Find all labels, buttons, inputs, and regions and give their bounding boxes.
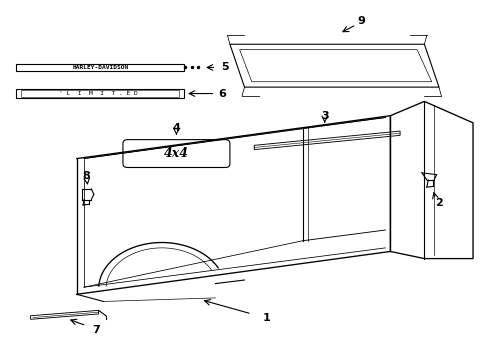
Text: ' L  I  M  I  T . E D: ' L I M I T . E D bbox=[59, 91, 138, 96]
Text: 6: 6 bbox=[218, 89, 226, 99]
Text: 1: 1 bbox=[262, 312, 270, 323]
Text: 4: 4 bbox=[172, 123, 180, 133]
Text: HARLEY-DAVIDSON: HARLEY-DAVIDSON bbox=[73, 65, 129, 70]
Text: 9: 9 bbox=[357, 16, 365, 26]
Text: 8: 8 bbox=[82, 171, 90, 181]
Text: 7: 7 bbox=[92, 325, 100, 335]
Text: 4x4: 4x4 bbox=[163, 147, 188, 160]
Text: 5: 5 bbox=[221, 63, 228, 72]
Text: 3: 3 bbox=[320, 111, 328, 121]
Text: 2: 2 bbox=[434, 198, 442, 208]
